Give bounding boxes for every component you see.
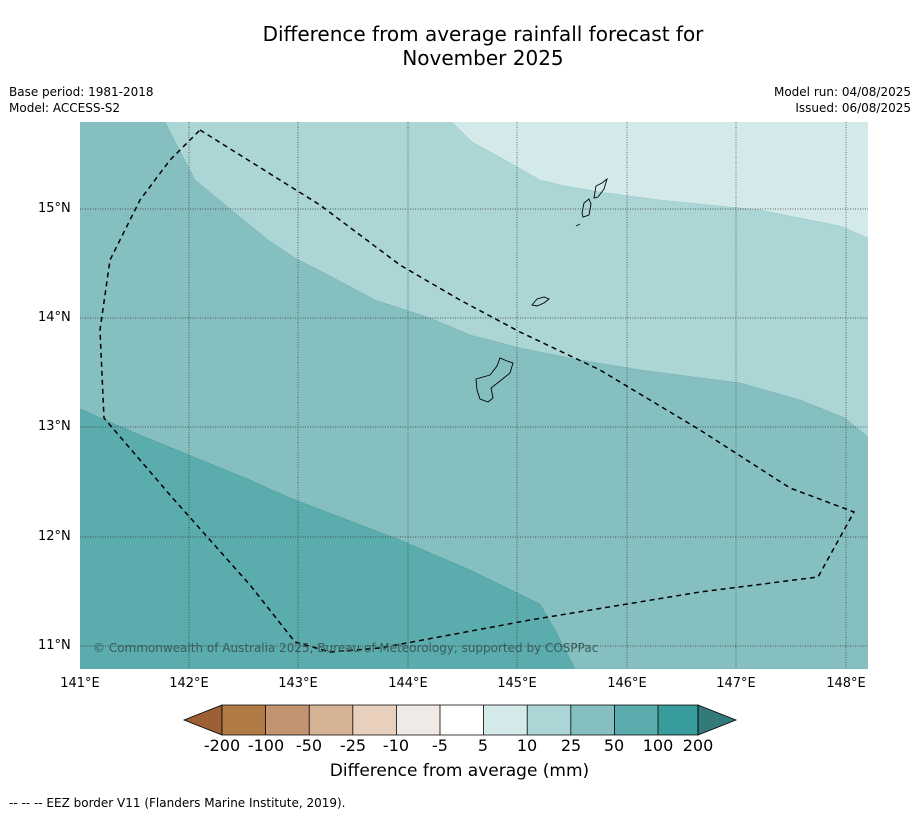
- guam-island: [475, 357, 514, 403]
- lon-label-142e: 142°E: [169, 676, 209, 691]
- lon-label-141e: 141°E: [60, 676, 100, 691]
- rota-island: [531, 296, 550, 307]
- base-period-text: Base period: 1981-2018: [9, 85, 154, 99]
- tinian-island: [581, 198, 592, 218]
- colorbar-seg-2: [265, 705, 310, 735]
- colorbar-seg-5: [396, 705, 440, 735]
- lon-label-148e: 148°E: [826, 676, 866, 691]
- colorbar-tick: 10: [516, 736, 538, 755]
- issued-text: Issued: 06/08/2025: [795, 101, 911, 115]
- colorbar-seg-1: [222, 705, 266, 735]
- lon-label-143e: 143°E: [278, 676, 318, 691]
- colorbar-seg-10: [614, 705, 658, 735]
- colorbar-tick: -100: [247, 736, 285, 755]
- meta-right: Model run: 04/08/2025 Issued: 06/08/2025: [774, 84, 911, 116]
- meta-left: Base period: 1981-2018 Model: ACCESS-S2: [9, 84, 154, 116]
- colorbar-seg-8: [527, 705, 571, 735]
- islands: [475, 177, 608, 403]
- colorbar-tick: 100: [642, 736, 674, 755]
- lon-label-145e: 145°E: [497, 676, 537, 691]
- lon-label-147e: 147°E: [716, 676, 756, 691]
- colorbar-label: Difference from average (mm): [329, 761, 590, 781]
- colorbar: [182, 704, 738, 736]
- model-text: Model: ACCESS-S2: [9, 101, 121, 115]
- lat-label-13n: 13°N: [38, 419, 71, 434]
- colorbar-tick: -25: [339, 736, 367, 755]
- colorbar-tick: 5: [477, 736, 489, 755]
- colorbar-seg-4: [352, 705, 397, 735]
- copyright-text: © Commonwealth of Australia 2025, Bureau…: [93, 641, 599, 655]
- colorbar-tick: -50: [295, 736, 323, 755]
- title-line-1: Difference from average rainfall forecas…: [262, 22, 704, 46]
- eez-legend-text: -- -- -- EEZ border V11 (Flanders Marine…: [9, 796, 346, 810]
- colorbar-seg-3: [309, 705, 353, 735]
- colorbar-tick: -10: [382, 736, 410, 755]
- lon-label-146e: 146°E: [607, 676, 647, 691]
- model-run-text: Model run: 04/08/2025: [773, 85, 911, 99]
- colorbar-tick: 200: [682, 736, 714, 755]
- eez-border: [99, 129, 856, 653]
- lat-label-14n: 14°N: [38, 310, 71, 325]
- colorbar-tick: 50: [603, 736, 625, 755]
- chart-title: Difference from average rainfall forecas…: [0, 22, 919, 70]
- colorbar-seg-11: [658, 705, 698, 735]
- rainfall-map: [80, 122, 868, 669]
- colorbar-tick: 25: [560, 736, 582, 755]
- lat-label-15n: 15°N: [38, 201, 71, 216]
- aguijan-island: [575, 223, 581, 227]
- colorbar-seg-7: [483, 705, 528, 735]
- colorbar-low-extend: [182, 704, 223, 736]
- title-line-2: November 2025: [402, 46, 564, 70]
- saipan-island: [593, 177, 608, 199]
- band-10-25: [452, 122, 868, 238]
- gridlines: [80, 122, 868, 669]
- colorbar-seg-9: [570, 705, 615, 735]
- colorbar-tick: -5: [432, 736, 448, 755]
- colorbar-tick: -200: [203, 736, 241, 755]
- lat-label-11n: 11°N: [38, 638, 71, 653]
- lon-label-144e: 144°E: [388, 676, 428, 691]
- lat-label-12n: 12°N: [38, 529, 71, 544]
- colorbar-high-extend: [697, 704, 738, 736]
- band-100-200: [80, 409, 575, 669]
- colorbar-seg-6: [440, 705, 484, 735]
